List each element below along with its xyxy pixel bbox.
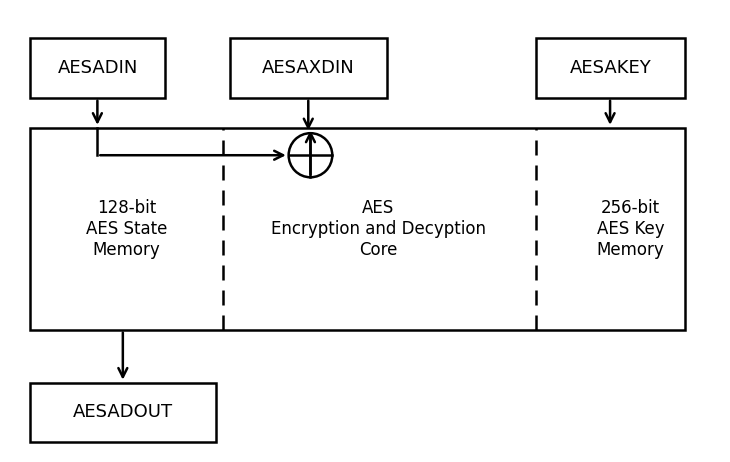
Text: AESAKEY: AESAKEY — [569, 59, 651, 77]
Bar — [231, 38, 387, 98]
Bar — [31, 38, 165, 98]
Text: AESADIN: AESADIN — [58, 59, 138, 77]
Text: 128-bit
AES State
Memory: 128-bit AES State Memory — [86, 199, 167, 259]
Text: AESAXDIN: AESAXDIN — [262, 59, 355, 77]
Bar — [536, 38, 685, 98]
Text: 256-bit
AES Key
Memory: 256-bit AES Key Memory — [596, 199, 664, 259]
Text: AESADOUT: AESADOUT — [73, 403, 173, 421]
Text: AES
Encryption and Decyption
Core: AES Encryption and Decyption Core — [271, 199, 485, 259]
Bar — [31, 128, 685, 330]
Bar — [31, 383, 216, 442]
